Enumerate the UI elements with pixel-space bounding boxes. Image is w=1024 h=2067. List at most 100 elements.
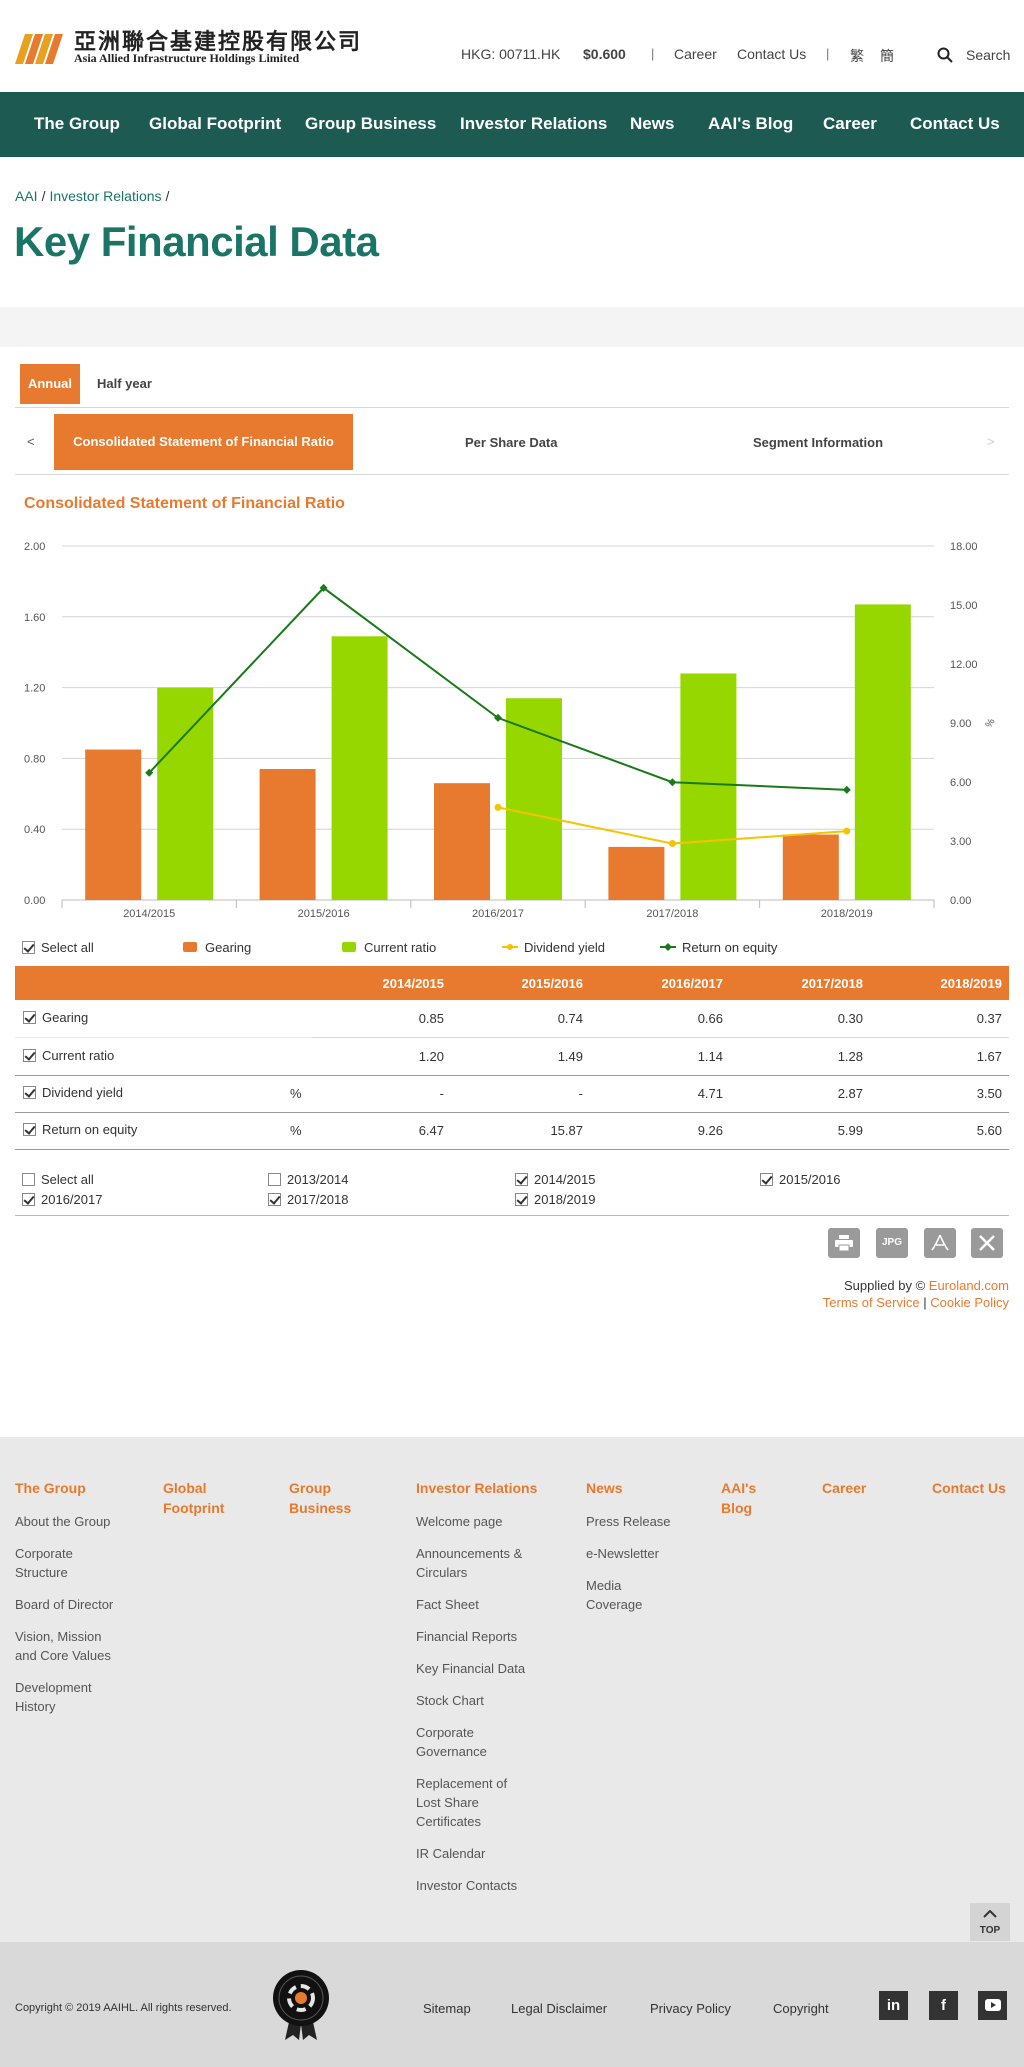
y-left-tick-label: 0.00 <box>24 895 45 907</box>
footer-heading-news[interactable]: News <box>586 1480 623 1496</box>
checkbox-icon[interactable] <box>23 1123 36 1136</box>
breadcrumb-home-link[interactable]: AAI <box>15 188 38 204</box>
footer-link[interactable]: Development History <box>15 1680 92 1714</box>
year-option[interactable]: 2016/2017 <box>22 1192 102 1207</box>
nav-career[interactable]: Career <box>823 114 877 133</box>
year-select-all[interactable]: Select all <box>22 1172 94 1187</box>
year-option[interactable]: 2013/2014 <box>268 1172 348 1187</box>
nav-investor-relations[interactable]: Investor Relations <box>460 114 608 133</box>
footer-link[interactable]: IR Calendar <box>416 1846 486 1861</box>
download-jpg-button[interactable]: JPG <box>876 1228 908 1258</box>
header-career-link[interactable]: Career <box>674 46 717 62</box>
footer-link[interactable]: Corporate Governance <box>416 1725 487 1759</box>
footer-link-sitemap[interactable]: Sitemap <box>423 2001 471 2016</box>
row-label[interactable]: Gearing <box>23 1010 88 1025</box>
footer-link[interactable]: Board of Director <box>15 1597 114 1612</box>
subnav-tab-per-share-data[interactable]: Per Share Data <box>465 435 558 450</box>
divider: | <box>651 46 655 61</box>
footer-link[interactable]: About the Group <box>15 1514 111 1529</box>
terms-of-service-link[interactable]: Terms of Service <box>822 1295 920 1310</box>
back-to-top-button[interactable]: TOP <box>970 1903 1010 1941</box>
legend-dividend-yield[interactable]: Dividend yield <box>502 940 605 955</box>
legend-select-all-label: Select all <box>41 940 94 955</box>
footer-link-privacy-policy[interactable]: Privacy Policy <box>650 2001 731 2016</box>
logo-english-name[interactable]: Asia Allied Infrastructure Holdings Limi… <box>74 51 300 65</box>
header-contact-link[interactable]: Contact Us <box>737 46 807 62</box>
legend-current-ratio[interactable]: Current ratio <box>342 940 436 955</box>
youtube-icon[interactable] <box>978 1991 1007 2020</box>
table-cell: 0.85 <box>418 1011 444 1026</box>
subnav-tab-financial-ratio[interactable]: Consolidated Statement of Financial Rati… <box>54 414 353 470</box>
footer-link[interactable]: Key Financial Data <box>416 1661 526 1676</box>
tab-annual[interactable]: Annual <box>20 364 80 404</box>
lang-traditional-chinese[interactable]: 繁 <box>850 48 864 64</box>
nav-global-footprint[interactable]: Global Footprint <box>149 114 282 133</box>
download-pdf-button[interactable] <box>924 1228 956 1258</box>
checkbox-icon[interactable] <box>268 1193 281 1206</box>
footer-heading-investor-relations[interactable]: Investor Relations <box>416 1480 538 1496</box>
checkbox-icon[interactable] <box>23 1011 36 1024</box>
footer-heading-career[interactable]: Career <box>822 1480 867 1496</box>
footer-heading-group-business[interactable]: Group Business <box>289 1480 352 1516</box>
checkbox-icon[interactable] <box>22 1193 35 1206</box>
footer-heading-contact-us[interactable]: Contact Us <box>932 1480 1006 1496</box>
footer-link-copyright[interactable]: Copyright <box>773 2001 829 2016</box>
breadcrumb-investor-relations-link[interactable]: Investor Relations <box>49 188 162 204</box>
legend-select-all[interactable]: Select all <box>22 940 94 955</box>
tab-half-year[interactable]: Half year <box>97 376 152 391</box>
print-button[interactable] <box>828 1228 860 1258</box>
footer-link[interactable]: Welcome page <box>416 1514 503 1529</box>
checkbox-icon[interactable] <box>515 1193 528 1206</box>
bar-gearing <box>782 834 839 900</box>
row-label[interactable]: Return on equity <box>23 1122 137 1137</box>
footer-link[interactable]: Press Release <box>586 1514 671 1529</box>
footer-heading-the-group[interactable]: The Group <box>15 1480 86 1496</box>
cookie-policy-link[interactable]: Cookie Policy <box>930 1295 1009 1310</box>
row-label[interactable]: Dividend yield <box>23 1085 123 1100</box>
year-option[interactable]: 2018/2019 <box>515 1192 595 1207</box>
checkbox-icon[interactable] <box>23 1049 36 1062</box>
legend-gearing[interactable]: Gearing <box>183 940 251 955</box>
footer-link[interactable]: Replacement of Lost Share Certificates <box>416 1776 508 1829</box>
checkbox-icon[interactable] <box>515 1173 528 1186</box>
checkbox-icon[interactable] <box>23 1086 36 1099</box>
subnav-next-arrow[interactable]: > <box>987 434 995 449</box>
company-logo-icon[interactable] <box>15 30 65 64</box>
footer-link[interactable]: e-Newsletter <box>586 1546 659 1561</box>
footer-link[interactable]: Vision, Mission and Core Values <box>15 1629 111 1663</box>
subnav-tab-segment-information[interactable]: Segment Information <box>753 435 884 450</box>
footer-link[interactable]: Fact Sheet <box>416 1597 479 1612</box>
nav-aai-blog[interactable]: AAI's Blog <box>708 114 794 133</box>
checkbox-icon[interactable] <box>268 1173 281 1186</box>
footer-link[interactable]: Financial Reports <box>416 1629 518 1644</box>
nav-group-business[interactable]: Group Business <box>305 114 437 133</box>
logo-chinese-name[interactable]: 亞洲聯合基建控股有限公司 <box>74 29 363 55</box>
year-option[interactable]: 2017/2018 <box>268 1192 348 1207</box>
nav-the-group[interactable]: The Group <box>34 114 120 133</box>
subnav-prev-arrow[interactable]: < <box>27 434 35 449</box>
checkbox-icon[interactable] <box>760 1173 773 1186</box>
footer-link-legal-disclaimer[interactable]: Legal Disclaimer <box>511 2001 608 2016</box>
checkbox-icon[interactable] <box>22 1173 35 1186</box>
footer-link[interactable]: Announcements & Circulars <box>416 1546 523 1580</box>
nav-contact-us[interactable]: Contact Us <box>910 114 1000 133</box>
euroland-link[interactable]: Euroland.com <box>928 1278 1009 1293</box>
y-left-tick-label: 0.40 <box>24 824 45 836</box>
checkbox-icon[interactable] <box>22 941 35 954</box>
legend-return-on-equity[interactable]: Return on equity <box>660 940 777 955</box>
linkedin-icon[interactable]: in <box>879 1991 908 2020</box>
year-option[interactable]: 2015/2016 <box>760 1172 840 1187</box>
footer-link[interactable]: Stock Chart <box>416 1693 484 1708</box>
table-row-return-on-equity: Return on equity % 6.47 15.87 9.26 5.99 … <box>15 1112 1009 1149</box>
footer-link[interactable]: Media Coverage <box>586 1578 643 1612</box>
footer-link[interactable]: Corporate Structure <box>15 1546 73 1580</box>
lang-simplified-chinese[interactable]: 簡 <box>880 48 894 64</box>
footer-heading-aai-blog[interactable]: AAI's Blog <box>721 1480 757 1516</box>
footer-link[interactable]: Investor Contacts <box>416 1878 518 1893</box>
facebook-icon[interactable]: f <box>929 1991 958 2020</box>
year-option[interactable]: 2014/2015 <box>515 1172 595 1187</box>
footer-heading-global-footprint[interactable]: Global Footprint <box>163 1480 225 1516</box>
row-label[interactable]: Current ratio <box>23 1048 114 1063</box>
nav-news[interactable]: News <box>630 114 675 133</box>
download-excel-button[interactable] <box>971 1228 1003 1258</box>
